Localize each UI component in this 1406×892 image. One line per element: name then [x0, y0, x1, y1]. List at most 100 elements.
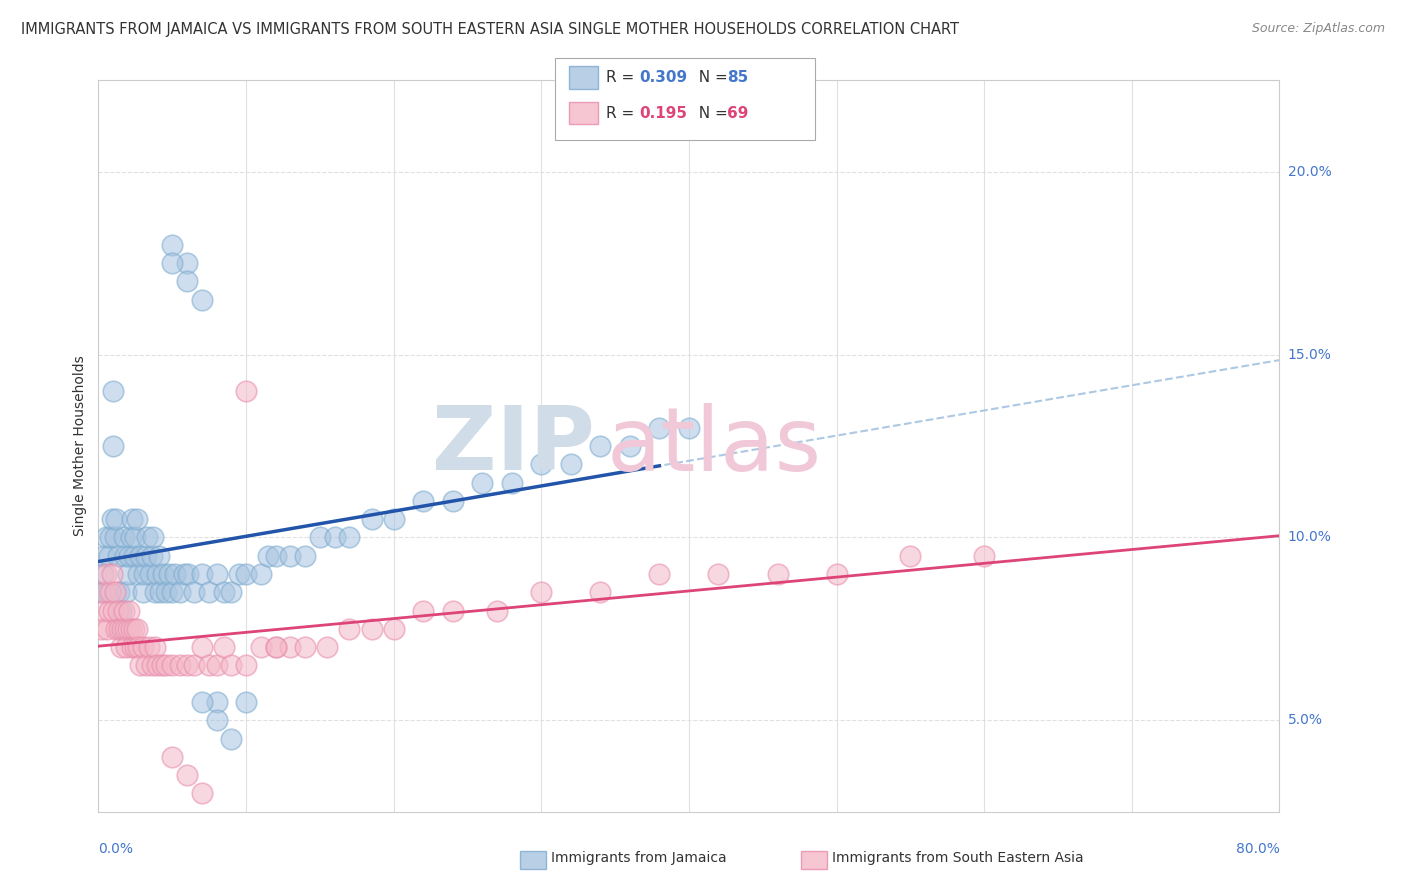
- Point: [205, 567, 228, 582]
- Point: [110, 640, 132, 655]
- Point: [150, 658, 173, 673]
- Point: [294, 640, 316, 655]
- Point: [280, 549, 302, 563]
- Point: [93, 549, 115, 563]
- Point: [104, 530, 127, 544]
- Point: [191, 567, 214, 582]
- Point: [103, 384, 125, 398]
- Point: [973, 549, 995, 563]
- Point: [678, 421, 700, 435]
- Point: [198, 658, 221, 673]
- Point: [100, 567, 122, 582]
- Point: [100, 512, 122, 526]
- Point: [112, 530, 135, 544]
- Point: [162, 749, 183, 764]
- Point: [125, 622, 148, 636]
- Point: [191, 640, 214, 655]
- Text: R =: R =: [606, 70, 640, 85]
- Point: [141, 549, 163, 563]
- Point: [128, 549, 150, 563]
- Point: [648, 567, 671, 582]
- Text: Source: ZipAtlas.com: Source: ZipAtlas.com: [1251, 22, 1385, 36]
- Point: [91, 567, 114, 582]
- Point: [120, 530, 142, 544]
- Point: [97, 603, 120, 617]
- Point: [90, 622, 112, 636]
- Point: [122, 622, 145, 636]
- Point: [486, 603, 509, 617]
- Point: [191, 695, 214, 709]
- Point: [176, 274, 198, 288]
- Point: [471, 475, 494, 490]
- Point: [339, 530, 361, 544]
- Point: [91, 603, 114, 617]
- Point: [205, 695, 228, 709]
- Point: [94, 567, 117, 582]
- Point: [235, 567, 257, 582]
- Point: [138, 640, 160, 655]
- Point: [169, 658, 191, 673]
- Point: [619, 439, 641, 453]
- Text: 20.0%: 20.0%: [1288, 165, 1331, 178]
- Point: [235, 695, 257, 709]
- Point: [94, 530, 117, 544]
- Point: [98, 530, 121, 544]
- Point: [97, 549, 120, 563]
- Point: [146, 567, 169, 582]
- Point: [128, 658, 150, 673]
- Point: [165, 567, 187, 582]
- Point: [103, 603, 125, 617]
- Text: 85: 85: [727, 70, 748, 85]
- Point: [107, 549, 129, 563]
- Text: 0.0%: 0.0%: [98, 842, 134, 856]
- Point: [120, 622, 142, 636]
- Point: [118, 549, 141, 563]
- Point: [146, 658, 169, 673]
- Point: [589, 585, 612, 599]
- Text: 0.309: 0.309: [640, 70, 688, 85]
- Point: [124, 640, 146, 655]
- Point: [766, 567, 789, 582]
- Text: Immigrants from Jamaica: Immigrants from Jamaica: [551, 851, 727, 865]
- Point: [212, 640, 235, 655]
- Point: [134, 567, 156, 582]
- Point: [707, 567, 730, 582]
- Point: [127, 567, 149, 582]
- Point: [132, 640, 155, 655]
- Point: [162, 238, 183, 252]
- Text: atlas: atlas: [606, 402, 821, 490]
- Point: [157, 567, 180, 582]
- Point: [235, 658, 257, 673]
- Point: [176, 658, 198, 673]
- Point: [412, 603, 434, 617]
- Point: [142, 530, 165, 544]
- Point: [530, 457, 553, 471]
- Point: [360, 622, 382, 636]
- Point: [143, 640, 166, 655]
- Text: ZIP: ZIP: [432, 402, 595, 490]
- Point: [141, 658, 163, 673]
- Point: [176, 256, 198, 270]
- Point: [382, 512, 405, 526]
- Point: [127, 640, 149, 655]
- Point: [264, 640, 287, 655]
- Point: [121, 640, 143, 655]
- Point: [162, 256, 183, 270]
- Point: [280, 640, 302, 655]
- Point: [118, 603, 141, 617]
- Point: [122, 549, 145, 563]
- Point: [90, 585, 112, 599]
- Text: 69: 69: [727, 106, 748, 120]
- Point: [111, 622, 134, 636]
- Point: [339, 622, 361, 636]
- Point: [114, 622, 136, 636]
- Point: [221, 731, 243, 746]
- Point: [177, 567, 200, 582]
- Point: [135, 658, 157, 673]
- Point: [264, 640, 287, 655]
- Point: [221, 658, 243, 673]
- Point: [228, 567, 250, 582]
- Point: [121, 512, 143, 526]
- Point: [125, 512, 148, 526]
- Text: 15.0%: 15.0%: [1288, 348, 1331, 361]
